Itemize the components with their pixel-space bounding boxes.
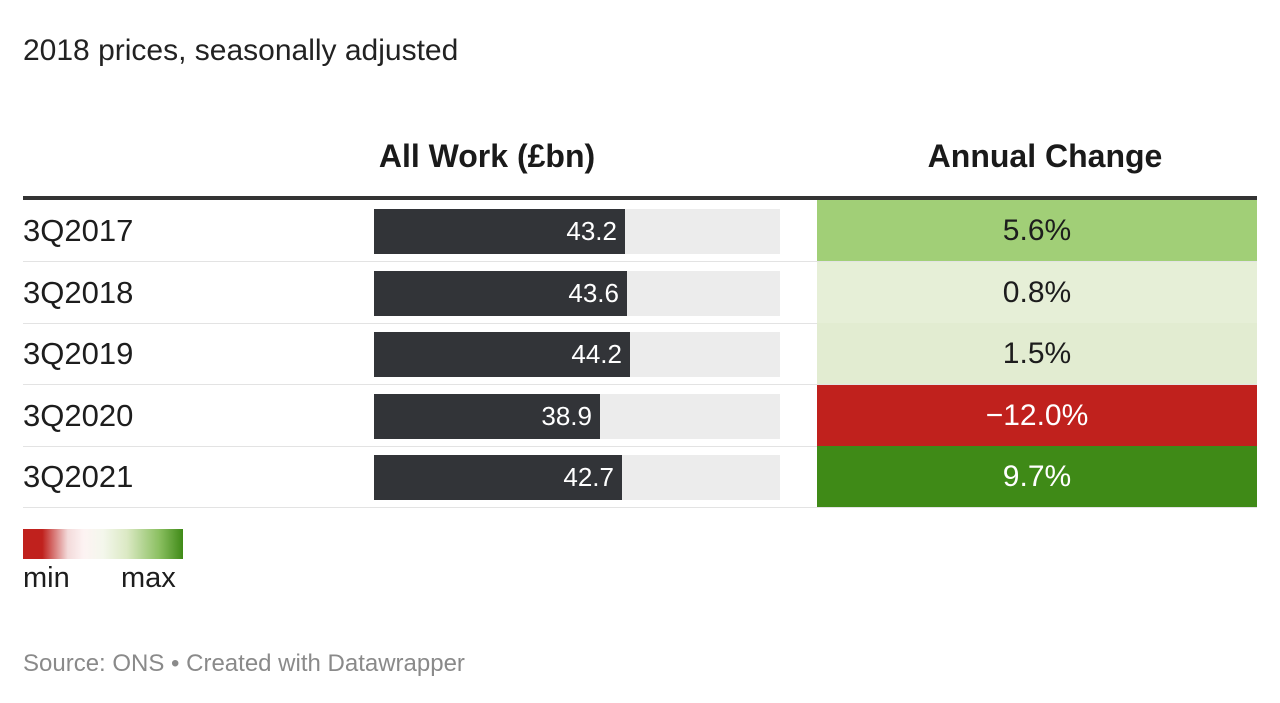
legend-min-label: min: [23, 562, 70, 594]
bar-track: 38.9: [374, 393, 780, 439]
source-footer: Source: ONS • Created with Datawrapper: [23, 650, 465, 677]
row-label: 3Q2019: [23, 336, 134, 371]
row-divider: [23, 261, 1257, 262]
annual-change-cell: 0.8%: [817, 261, 1257, 323]
bar-value-label: 43.2: [566, 216, 617, 246]
bar-fill: [374, 393, 600, 439]
row-label: 3Q2021: [23, 459, 134, 494]
column-header-annual-change: Annual Change: [927, 138, 1163, 174]
bar-fill: [374, 209, 625, 254]
row-divider: [23, 507, 1257, 508]
chart-subtitle: 2018 prices, seasonally adjusted: [23, 34, 459, 67]
table-row: 3Q2017 43.2 5.6%: [23, 200, 1257, 262]
bar-value-label: 43.6: [568, 277, 619, 308]
row-label: 3Q2017: [23, 213, 134, 248]
bar-track: 42.7: [374, 455, 780, 500]
table-row: 3Q2020 38.9 −12.0%: [23, 384, 1257, 447]
bar-fill: [374, 455, 622, 500]
legend-max-label: max: [121, 562, 176, 594]
table-row: 3Q2019 44.2 1.5%: [23, 323, 1257, 385]
row-divider: [23, 445, 1257, 447]
bar-fill: [374, 270, 627, 316]
color-legend-gradient: [23, 529, 183, 559]
bar-value-label: 44.2: [571, 339, 622, 369]
table-row: 3Q2018 43.6 0.8%: [23, 261, 1257, 324]
bar-value-label: 42.7: [563, 462, 614, 492]
bar-track: 43.6: [374, 270, 780, 316]
bar-track: 43.2: [374, 209, 780, 254]
bar-fill: [374, 332, 630, 377]
column-header-all-work: All Work (£bn): [378, 138, 596, 174]
annual-change-cell: 1.5%: [817, 323, 1257, 384]
table-row: 3Q2021 42.7 9.7%: [23, 446, 1257, 508]
annual-change-cell: −12.0%: [817, 384, 1257, 446]
annual-change-cell: 9.7%: [817, 446, 1257, 507]
row-label: 3Q2018: [23, 274, 134, 310]
header-rule: [23, 196, 1257, 200]
row-divider: [23, 322, 1257, 324]
row-divider: [23, 384, 1257, 385]
row-label: 3Q2020: [23, 397, 134, 433]
annual-change-cell: 5.6%: [817, 200, 1257, 261]
bar-track: 44.2: [374, 332, 780, 377]
bar-value-label: 38.9: [541, 400, 592, 431]
